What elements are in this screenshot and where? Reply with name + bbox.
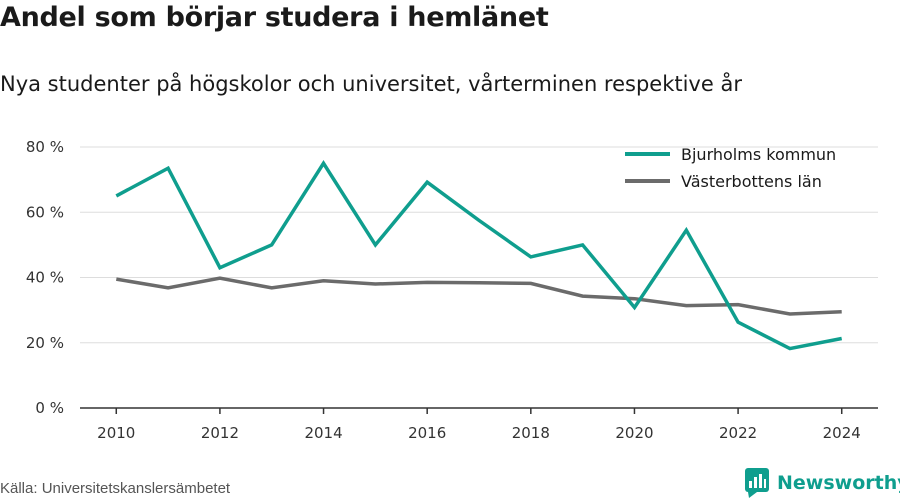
legend-label-vasterbottens-lan: Västerbottens län [681,172,822,191]
x-tick-label: 2018 [512,424,550,442]
data-point-vasterbottens-lan-2016 [426,281,429,284]
data-point-vasterbottens-lan-2024 [840,310,843,313]
data-point-bjurholms-kommun-2024 [840,337,843,340]
data-point-vasterbottens-lan-2023 [788,313,791,316]
series-line-vasterbottens-lan [116,276,842,316]
y-tick-label: 20 % [26,334,64,352]
data-point-vasterbottens-lan-2019 [581,295,584,298]
brand-logo[interactable]: Newsworthy [745,468,900,498]
x-tick-label: 2024 [823,424,861,442]
y-tick-label: 0 % [35,399,64,417]
x-tick-label: 2010 [97,424,135,442]
data-point-bjurholms-kommun-2019 [581,243,584,246]
gridlines [80,146,878,344]
data-point-vasterbottens-lan-2010 [115,278,118,281]
data-point-vasterbottens-lan-2018 [529,282,532,285]
data-point-bjurholms-kommun-2018 [529,255,532,258]
data-point-bjurholms-kommun-2022 [737,321,740,324]
data-point-vasterbottens-lan-2012 [218,277,221,280]
data-point-vasterbottens-lan-2011 [167,286,170,289]
data-point-bjurholms-kommun-2020 [633,306,636,309]
data-point-vasterbottens-lan-2021 [685,304,688,307]
data-point-bjurholms-kommun-2011 [167,167,170,170]
data-point-bjurholms-kommun-2021 [685,229,688,232]
source-note: Källa: Universitetskanslersämbetet [0,480,231,497]
data-point-vasterbottens-lan-2022 [737,303,740,306]
data-point-bjurholms-kommun-2012 [218,266,221,269]
data-point-bjurholms-kommun-2016 [426,181,429,184]
legend-label-bjurholms-kommun: Bjurholms kommun [681,145,836,164]
data-point-vasterbottens-lan-2013 [270,286,273,289]
data-point-bjurholms-kommun-2013 [270,243,273,246]
chart-subtitle: Nya studenter på högskolor och universit… [0,72,742,96]
brand-name: Newsworthy [777,472,900,494]
data-point-vasterbottens-lan-2015 [374,283,377,286]
newsworthy-logo-icon [745,468,769,498]
data-point-bjurholms-kommun-2010 [115,194,118,197]
axes: 0 % 20 % 40 % 60 % 80 % 2010 2012 2014 2016 2018 2… [26,138,878,442]
data-point-vasterbottens-lan-2020 [633,297,636,300]
x-tick-label: 2014 [304,424,342,442]
data-point-bjurholms-kommun-2014 [322,162,325,165]
y-tick-label: 60 % [26,203,64,221]
legend: Bjurholms kommun Västerbottens län [625,145,836,191]
x-tick-label: 2012 [201,424,239,442]
x-tick-label: 2016 [408,424,446,442]
series-lines [115,160,843,351]
data-point-bjurholms-kommun-2015 [374,243,377,246]
data-point-bjurholms-kommun-2017 [478,219,481,222]
data-point-vasterbottens-lan-2014 [322,279,325,282]
x-tick-label: 2020 [615,424,653,442]
y-tick-label: 40 % [26,269,64,287]
chart-title: Andel som börjar studera i hemlänet [0,2,549,33]
data-point-vasterbottens-lan-2017 [478,281,481,284]
series-line-bjurholms-kommun [115,160,843,351]
x-tick-label: 2022 [719,424,757,442]
y-tick-label: 80 % [26,138,64,156]
data-point-bjurholms-kommun-2023 [788,347,791,350]
